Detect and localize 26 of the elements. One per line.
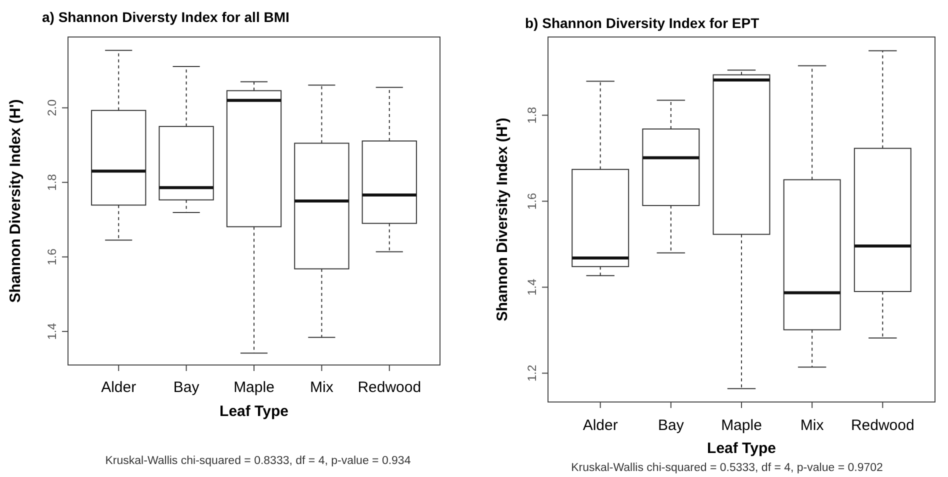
x-tick-label: Mix xyxy=(800,417,824,434)
x-axis-title: Leaf Type xyxy=(220,403,288,420)
x-tick-label: Redwood xyxy=(358,379,422,396)
x-tick-label: Maple xyxy=(234,379,274,396)
y-tick-label: 2.0 xyxy=(45,99,59,116)
y-tick-label: 1.4 xyxy=(45,322,59,340)
x-tick-label: Redwood xyxy=(850,417,914,434)
x-tick-label: Mix xyxy=(310,379,334,396)
x-tick-label: Alder xyxy=(582,417,618,434)
x-tick-label: Bay xyxy=(173,379,200,396)
y-tick-label: 1.8 xyxy=(525,106,539,124)
text: Kruskal-Wallis chi-squared = 0.5333, df = 4, p-value = 0.9702 xyxy=(571,462,883,474)
y-tick-label: 1.8 xyxy=(45,174,59,191)
y-tick-label: 1.2 xyxy=(525,364,539,382)
y-axis-title: Shannon Diversity Index (H') xyxy=(7,99,24,303)
y-tick-label: 1.4 xyxy=(525,278,539,296)
y-tick-label: 1.6 xyxy=(45,248,59,266)
text: Kruskal-Wallis chi-squared = 0.8333, df = 4, p-value = 0.934 xyxy=(105,455,412,467)
x-tick-label: Alder xyxy=(101,379,136,396)
x-tick-label: Bay xyxy=(658,417,684,434)
y-axis-title: Shannon Diversity Index (H') xyxy=(494,118,511,322)
x-tick-label: Maple xyxy=(721,417,762,434)
y-tick-label: 1.6 xyxy=(525,192,539,210)
chart-title: b) Shannon Diversity Index for EPT xyxy=(525,15,760,31)
chart-title: a) Shannon Diversty Index for all BMI xyxy=(42,9,290,25)
x-axis-title: Leaf Type xyxy=(707,440,776,457)
